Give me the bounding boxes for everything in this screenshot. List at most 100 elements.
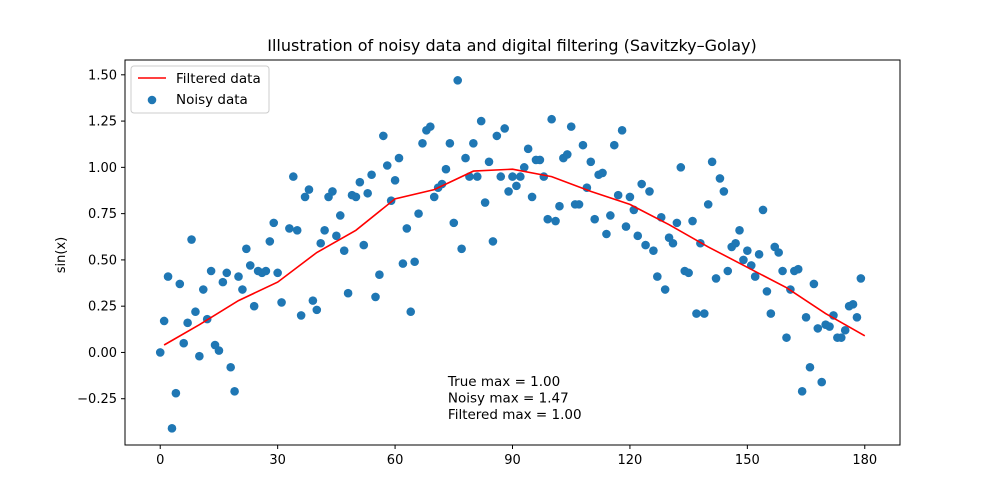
noisy-data-point [711, 274, 721, 283]
noisy-data-point [179, 338, 189, 348]
x-tick-label: 180 [852, 453, 877, 468]
noisy-data-point [606, 211, 615, 220]
noisy-data-point [230, 387, 239, 396]
noisy-data-point [335, 211, 345, 220]
noisy-data-point [214, 346, 224, 355]
noisy-data-point [739, 255, 748, 265]
noisy-data-point [539, 172, 549, 181]
annotation-line: Noisy max = 1.47 [448, 391, 569, 407]
noisy-data-point [621, 222, 631, 231]
noisy-data-point [332, 231, 341, 241]
noisy-data-point [645, 187, 654, 196]
noisy-data-point [516, 172, 525, 181]
noisy-data-point [308, 296, 318, 305]
noisy-data-point [817, 377, 827, 387]
noisy-data-point [218, 277, 228, 287]
noisy-data-point [238, 285, 247, 294]
noisy-data-point [379, 131, 388, 141]
noisy-data-point [339, 246, 349, 255]
noisy-data-point [480, 198, 490, 207]
noisy-data-point [457, 244, 466, 254]
noisy-data-point [590, 214, 599, 224]
noisy-data-point [159, 316, 169, 326]
noisy-data-point [312, 305, 322, 315]
noisy-data-point [672, 218, 682, 228]
y-tick-label: 1.00 [88, 161, 117, 176]
filtered-data-line [163, 168, 866, 346]
noisy-data-point [198, 285, 208, 294]
noisy-data-point [351, 192, 361, 202]
noisy-data-point [414, 209, 423, 218]
noisy-data-point [527, 192, 537, 202]
noisy-data-point [625, 192, 635, 202]
noisy-data-point [535, 155, 545, 165]
noisy-data-point [797, 387, 807, 396]
noisy-data-point [715, 174, 725, 183]
noisy-data-point [766, 309, 776, 318]
noisy-data-point [743, 246, 752, 255]
noisy-data-point [562, 150, 572, 159]
noisy-data-point [758, 205, 768, 215]
noisy-data-point [731, 238, 740, 248]
noisy-data-point [390, 176, 400, 185]
noisy-data-point [653, 272, 662, 281]
noisy-data-point [449, 218, 459, 228]
noisy-data-point [269, 218, 279, 228]
noisy-data-point [774, 248, 783, 257]
noisy-data-point [249, 301, 259, 311]
noisy-data-point [782, 333, 791, 342]
y-tick-label: 1.25 [88, 115, 117, 130]
noisy-data-point [234, 272, 243, 281]
noisy-data-point [617, 126, 627, 135]
noisy-data-point [367, 170, 376, 180]
noisy-data-point [723, 266, 733, 276]
noisy-data-point [852, 312, 862, 322]
legend-label-filtered: Filtered data [176, 71, 261, 87]
x-tick-label: 90 [504, 453, 521, 468]
noisy-data-point [750, 272, 760, 281]
noisy-data-point [551, 216, 560, 226]
noisy-data-point [793, 264, 803, 274]
noisy-data-point [445, 138, 455, 148]
noisy-data-point [461, 153, 470, 163]
noisy-data-point [300, 192, 310, 202]
noisy-data-point [304, 185, 314, 194]
noisy-data-point [265, 237, 275, 246]
noisy-data-point [703, 200, 713, 209]
noisy-data-point [484, 157, 494, 167]
noisy-data-point [801, 312, 811, 322]
chart-title: Illustration of noisy data and digital f… [267, 36, 757, 55]
noisy-data-point [641, 240, 650, 250]
noisy-data-point [410, 257, 419, 267]
annotation-line: Filtered max = 1.00 [448, 407, 582, 423]
noisy-data-point [398, 259, 408, 268]
noisy-data-point [222, 268, 232, 278]
noisy-data-point [699, 309, 709, 318]
y-tick-label: 0.00 [88, 346, 117, 361]
noisy-data-point [692, 309, 701, 318]
noisy-data-point [394, 153, 404, 163]
noisy-data-point [519, 163, 529, 172]
x-tick-label: 0 [156, 453, 164, 468]
noisy-data-point [566, 122, 576, 131]
noisy-data-point [155, 348, 165, 357]
noisy-data-point [402, 224, 412, 233]
noisy-data-point [856, 274, 866, 283]
noisy-data-point [492, 131, 502, 141]
noisy-data-point [163, 272, 173, 281]
noisy-data-point [469, 138, 478, 148]
noisy-data-point [512, 181, 521, 191]
noisy-data-point [355, 177, 365, 187]
noisy-data-point [633, 231, 643, 241]
noisy-data-point [296, 311, 306, 320]
noisy-data-point [762, 287, 772, 296]
noisy-data-point [285, 224, 294, 233]
y-axis-label: sin(x) [54, 237, 69, 273]
noisy-data-point [543, 214, 553, 224]
noisy-data-point [292, 225, 302, 235]
noisy-data-point [273, 268, 282, 278]
noisy-data-point [668, 238, 678, 248]
noisy-data-point [500, 124, 509, 133]
noisy-data-point [242, 244, 251, 254]
